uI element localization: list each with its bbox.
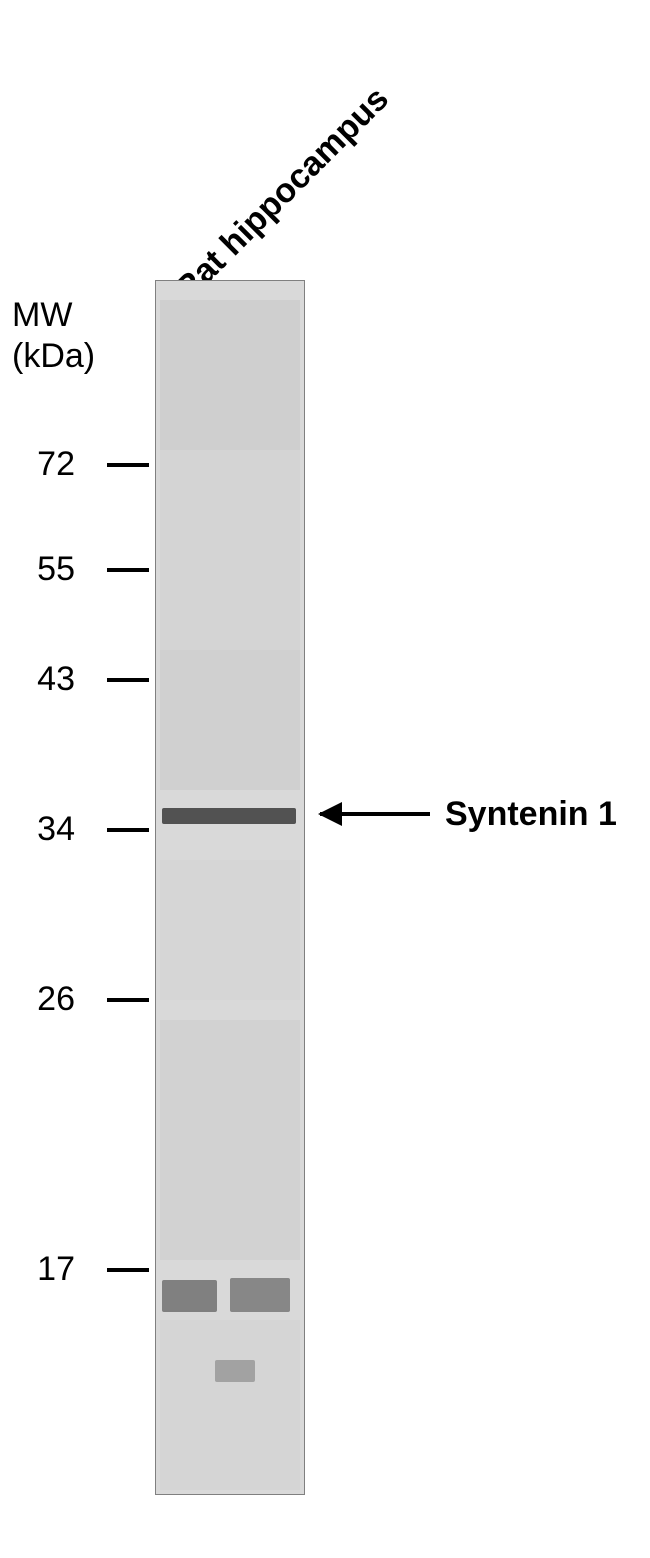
mw-marker-label: 17 — [15, 1250, 75, 1289]
mw-marker-label: 34 — [15, 810, 75, 849]
mw-marker-label: 26 — [15, 980, 75, 1019]
noise-patch — [160, 1020, 300, 1260]
mw-header-line1: MW — [12, 295, 95, 336]
mw-marker-tick — [107, 998, 149, 1002]
mw-marker-tick — [107, 1268, 149, 1272]
noise-patch — [160, 860, 300, 1000]
noise-patch — [160, 650, 300, 790]
noise-patch — [160, 300, 300, 450]
target-arrow-head — [318, 802, 342, 826]
mw-marker-label: 55 — [15, 550, 75, 589]
mw-marker-tick — [107, 568, 149, 572]
target-protein-label: Syntenin 1 — [445, 795, 617, 834]
western-blot-figure: Rat hippocampus MW (kDa) 72 55 43 34 26 17 Sy… — [0, 0, 650, 1558]
protein-band — [215, 1360, 255, 1382]
lane-sample-label: Rat hippocampus — [167, 80, 396, 309]
protein-band — [230, 1278, 290, 1312]
protein-band — [162, 1280, 217, 1312]
noise-patch — [160, 1320, 300, 1490]
mw-header-line2: (kDa) — [12, 336, 95, 377]
mw-marker-tick — [107, 678, 149, 682]
mw-marker-label: 43 — [15, 660, 75, 699]
mw-marker-tick — [107, 828, 149, 832]
noise-patch — [160, 450, 300, 650]
protein-band — [162, 808, 296, 824]
mw-header: MW (kDa) — [12, 295, 95, 377]
mw-marker-tick — [107, 463, 149, 467]
mw-marker-label: 72 — [15, 445, 75, 484]
